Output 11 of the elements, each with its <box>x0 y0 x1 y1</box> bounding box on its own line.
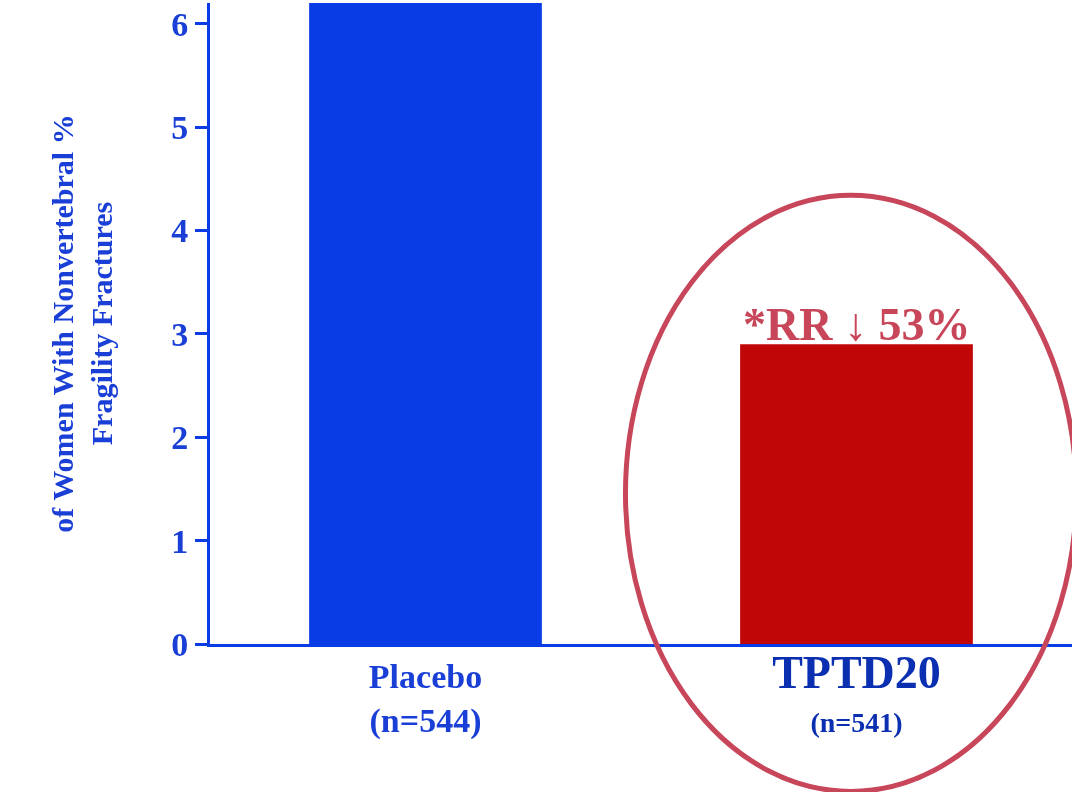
y-axis-title: of Women With Nonvertebral % Fragility Fractures <box>46 114 119 533</box>
annotation: *RR ↓ 53% <box>743 299 971 350</box>
y-tick-label: 6 <box>171 5 189 43</box>
x-tick-label: Placebo (n=544) <box>368 657 483 740</box>
x-tick-label: TPTD20 (n=541) <box>772 646 941 738</box>
y-tick-label: 3 <box>171 315 189 353</box>
y-tick-label: 5 <box>171 108 189 146</box>
y-tick-label: 4 <box>171 212 189 250</box>
y-tick-label: 1 <box>171 522 189 560</box>
y-tick-label: 0 <box>171 625 189 663</box>
y-tick-label: 2 <box>171 419 189 457</box>
